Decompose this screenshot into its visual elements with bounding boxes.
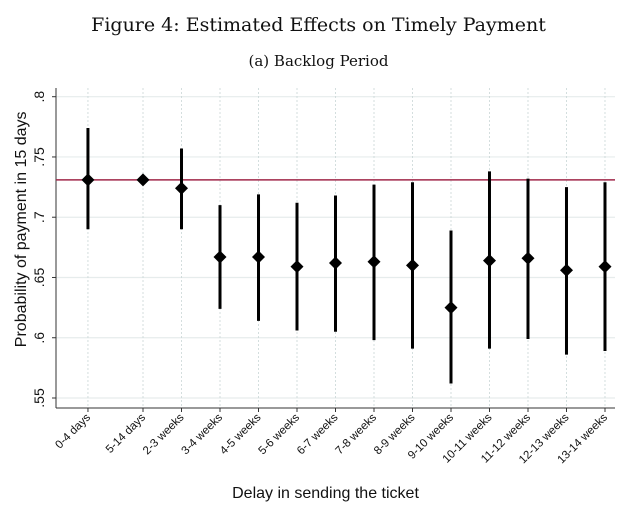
- figure-title: Figure 4: Estimated Effects on Timely Pa…: [91, 14, 546, 36]
- x-tick-label: 0-4 days: [53, 411, 93, 451]
- point-estimate: [405, 258, 419, 272]
- point-estimate: [329, 256, 342, 270]
- point-estimate: [482, 254, 496, 268]
- x-axis-label: Delay in sending the ticket: [232, 485, 419, 502]
- point-estimate: [213, 250, 227, 264]
- point-estimate: [367, 255, 381, 269]
- point-estimate: [598, 260, 612, 274]
- figure-subtitle: (a) Backlog Period: [248, 52, 389, 70]
- y-tick-label: .6: [31, 332, 47, 344]
- point-estimate: [290, 260, 304, 274]
- y-tick-label: .55: [31, 388, 47, 408]
- point-estimate: [81, 173, 95, 187]
- y-axis-label: Probability of payment in 15 days: [13, 112, 30, 348]
- point-estimate: [559, 263, 573, 277]
- point-estimate: [521, 251, 535, 265]
- point-estimate: [136, 173, 150, 187]
- point-estimate: [175, 181, 189, 195]
- y-tick-label: .7: [31, 211, 47, 223]
- y-tick-label: .75: [31, 147, 47, 167]
- y-tick-label: .65: [31, 268, 47, 288]
- point-estimate: [444, 301, 458, 315]
- y-tick-label: .8: [31, 91, 47, 103]
- point-estimate: [252, 250, 266, 264]
